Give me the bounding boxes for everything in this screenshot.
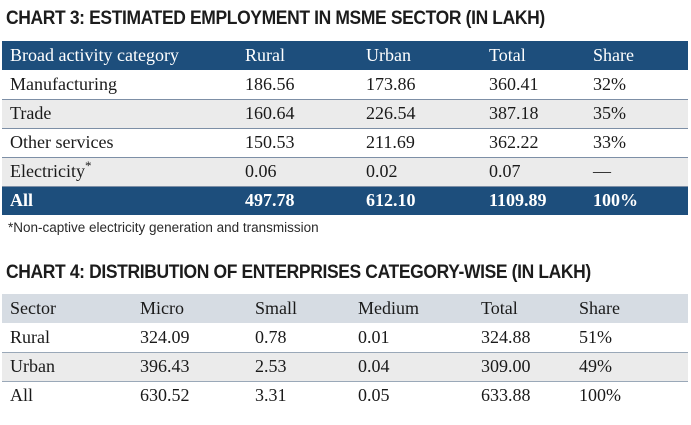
total-row: All 497.78 612.10 1109.89 100%	[2, 186, 688, 215]
row-label: Rural	[10, 326, 50, 347]
cell-total: 360.41	[489, 73, 539, 94]
table-header-row: Sector Micro Small Medium Total Share	[2, 294, 688, 323]
cell-urban: 226.54	[366, 103, 416, 123]
cell-total: 362.22	[489, 132, 539, 152]
row-label: Trade	[10, 103, 52, 123]
cell-urban: 173.86	[366, 73, 416, 94]
cell-small: 2.53	[255, 356, 287, 376]
cell-share: 35%	[593, 103, 626, 123]
table-row: Manufacturing 186.56 173.86 360.41 32%	[2, 70, 688, 99]
cell-total: 1109.89	[489, 190, 547, 211]
cell-micro: 324.09	[140, 326, 190, 347]
cell-share: 33%	[593, 132, 626, 152]
col-header-rural: Rural	[245, 45, 285, 65]
cell-urban: 0.02	[366, 161, 398, 181]
cell-micro: 630.52	[140, 385, 190, 406]
cell-share: 51%	[579, 326, 612, 347]
cell-rural: 0.06	[245, 161, 277, 181]
cell-medium: 0.01	[358, 326, 390, 347]
col-header-micro: Micro	[140, 298, 184, 318]
col-header-urban: Urban	[366, 45, 411, 65]
row-label: Other services	[10, 132, 114, 152]
table-header-row: Broad activity category Rural Urban Tota…	[2, 41, 688, 70]
table-row: Urban 396.43 2.53 0.04 309.00 49%	[2, 352, 688, 381]
footnote-marker: *	[84, 158, 92, 173]
col-header-small: Small	[255, 298, 298, 318]
cell-medium: 0.04	[358, 356, 390, 376]
cell-urban: 612.10	[366, 190, 416, 211]
table-row: Other services 150.53 211.69 362.22 33%	[2, 128, 688, 157]
cell-small: 3.31	[255, 385, 287, 406]
cell-urban: 211.69	[366, 132, 415, 152]
cell-medium: 0.05	[358, 385, 390, 406]
row-label-text: Electricity	[10, 161, 85, 181]
col-header-share: Share	[579, 298, 620, 318]
cell-rural: 160.64	[245, 103, 295, 123]
table-row: Rural 324.09 0.78 0.01 324.88 51%	[2, 323, 688, 352]
row-label: All	[10, 385, 34, 406]
employment-table: Broad activity category Rural Urban Tota…	[2, 41, 688, 215]
cell-share: 32%	[593, 73, 626, 94]
cell-rural: 497.78	[245, 190, 295, 211]
row-label: Urban	[10, 356, 55, 376]
cell-total: 309.00	[481, 356, 531, 376]
col-header-category: Broad activity category	[10, 45, 179, 65]
cell-micro: 396.43	[140, 356, 190, 376]
col-header-share: Share	[593, 45, 634, 65]
col-header-total: Total	[489, 45, 526, 65]
row-label: Electricity*	[2, 157, 237, 186]
cell-share: 100%	[593, 190, 638, 211]
col-header-medium: Medium	[358, 298, 419, 318]
col-header-sector: Sector	[10, 298, 56, 318]
cell-share: 49%	[579, 356, 612, 376]
col-header-total: Total	[481, 298, 518, 318]
cell-total: 0.07	[489, 161, 521, 181]
row-label: All	[10, 190, 34, 211]
cell-total: 387.18	[489, 103, 539, 123]
footnote: *Non-captive electricity generation and …	[8, 220, 319, 235]
table-row: Electricity* 0.06 0.02 0.07 —	[2, 157, 688, 186]
cell-rural: 150.53	[245, 132, 295, 152]
cell-share: 100%	[579, 385, 621, 406]
chart3-title: CHART 3: ESTIMATED EMPLOYMENT IN MSME SE…	[6, 8, 545, 29]
chart4-title: CHART 4: DISTRIBUTION OF ENTERPRISES CAT…	[6, 262, 591, 283]
table-row: Trade 160.64 226.54 387.18 35%	[2, 99, 688, 128]
table-row: All 630.52 3.31 0.05 633.88 100%	[2, 381, 688, 410]
enterprises-table: Sector Micro Small Medium Total Share Ru…	[2, 294, 688, 410]
row-label: Manufacturing	[10, 73, 117, 94]
cell-share: —	[593, 161, 611, 181]
cell-total: 324.88	[481, 326, 531, 347]
cell-total: 633.88	[481, 385, 531, 406]
cell-rural: 186.56	[245, 73, 295, 94]
cell-small: 0.78	[255, 326, 287, 347]
